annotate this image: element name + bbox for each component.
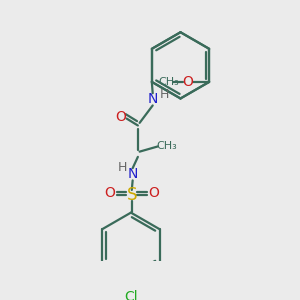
Text: H: H — [159, 88, 169, 101]
Text: CH₃: CH₃ — [156, 141, 177, 152]
Text: CH₃: CH₃ — [159, 77, 179, 87]
Text: S: S — [127, 186, 137, 204]
Text: N: N — [128, 167, 138, 181]
Text: O: O — [148, 187, 159, 200]
Text: O: O — [115, 110, 126, 124]
Text: N: N — [148, 92, 158, 106]
Text: O: O — [182, 75, 193, 89]
Text: H: H — [118, 161, 127, 174]
Text: Cl: Cl — [124, 290, 138, 300]
Text: O: O — [105, 187, 116, 200]
